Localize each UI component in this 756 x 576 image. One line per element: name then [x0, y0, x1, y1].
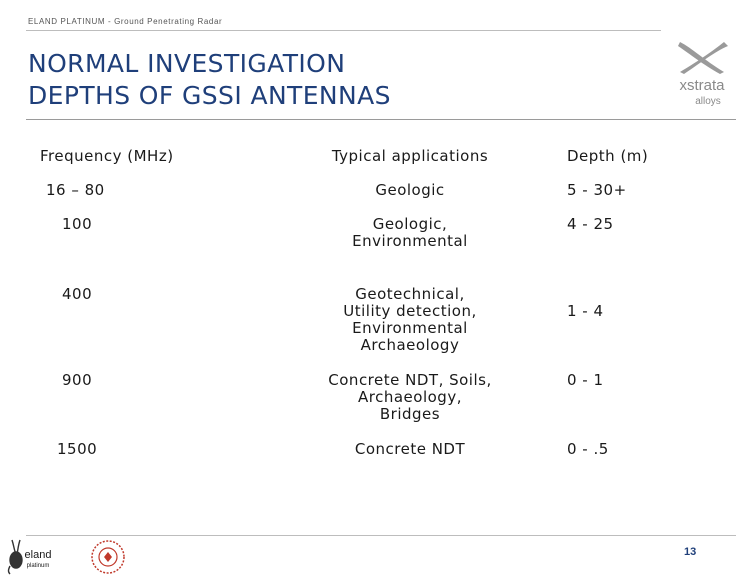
- table-row-5-application-line: Concrete NDT: [354, 440, 466, 458]
- table-row-2-application-line: Geologic,: [372, 215, 448, 233]
- table-row-2-frequency: 100: [62, 215, 93, 233]
- table-row-3-application-line: Environmental: [352, 319, 468, 337]
- table-row-3-frequency: 400: [62, 285, 93, 303]
- table-row-1-frequency: 16 – 80: [46, 181, 105, 199]
- page-title: NORMAL INVESTIGATION DEPTHS OF GSSI ANTE…: [28, 48, 628, 112]
- title-line-1: NORMAL INVESTIGATION: [28, 49, 346, 78]
- title-divider: [26, 119, 736, 120]
- header-frequency: Frequency (MHz): [40, 147, 174, 165]
- table-row-3-application-line: Archaeology: [360, 336, 460, 354]
- footer-divider: [26, 535, 736, 536]
- table-row-4-applications: Concrete NDT, Soils, Archaeology, Bridge…: [305, 372, 515, 423]
- platinum-logo-word: platinum: [27, 563, 50, 569]
- red-seal-logo: [91, 540, 125, 574]
- eland-logo-word: eland: [25, 549, 52, 561]
- page-number: 13: [684, 546, 697, 558]
- title-line-2: DEPTHS OF GSSI ANTENNAS: [28, 81, 391, 110]
- eland-antelope-icon: [7, 539, 23, 575]
- table-row-5-applications: Concrete NDT: [305, 441, 515, 458]
- table-row-4-frequency: 900: [62, 371, 93, 389]
- table-row-3-applications: Geotechnical, Utility detection, Environ…: [305, 286, 515, 354]
- table-row-1-application-line: Geologic: [375, 181, 445, 199]
- eland-platinum-logo: eland platinum: [7, 539, 52, 575]
- xstrata-logo: xstrata alloys: [678, 42, 728, 107]
- table-row-4-application-line: Archaeology,: [358, 388, 462, 406]
- table-row-2-application-line: Environmental: [352, 232, 468, 250]
- table-row-2-applications: Geologic, Environmental: [305, 216, 515, 250]
- logo-brand-text: xstrata: [679, 77, 725, 94]
- table-row-1-applications: Geologic: [305, 182, 515, 199]
- header-depth: Depth (m): [567, 147, 649, 165]
- header-text: ELAND PLATINUM - Ground Penetrating Rada…: [28, 17, 223, 26]
- table-row-4-application-line: Concrete NDT, Soils,: [328, 371, 492, 389]
- table-row-4-depth: 0 - 1: [567, 371, 604, 389]
- xstrata-x-icon: [678, 42, 728, 74]
- table-row-3-depth: 1 - 4: [567, 302, 604, 320]
- header-divider: [26, 30, 661, 31]
- header-applications: Typical applications: [331, 147, 489, 165]
- logo-subbrand-text: alloys: [695, 96, 721, 107]
- table-row-5-depth: 0 - .5: [567, 440, 609, 458]
- table-row-5-frequency: 1500: [57, 440, 98, 458]
- table-row-2-depth: 4 - 25: [567, 215, 614, 233]
- table-row-4-application-line: Bridges: [379, 405, 441, 423]
- table-row-1-depth: 5 - 30+: [567, 181, 627, 199]
- table-row-3-application-line: Geotechnical,: [355, 285, 465, 303]
- table-row-3-application-line: Utility detection,: [343, 302, 477, 320]
